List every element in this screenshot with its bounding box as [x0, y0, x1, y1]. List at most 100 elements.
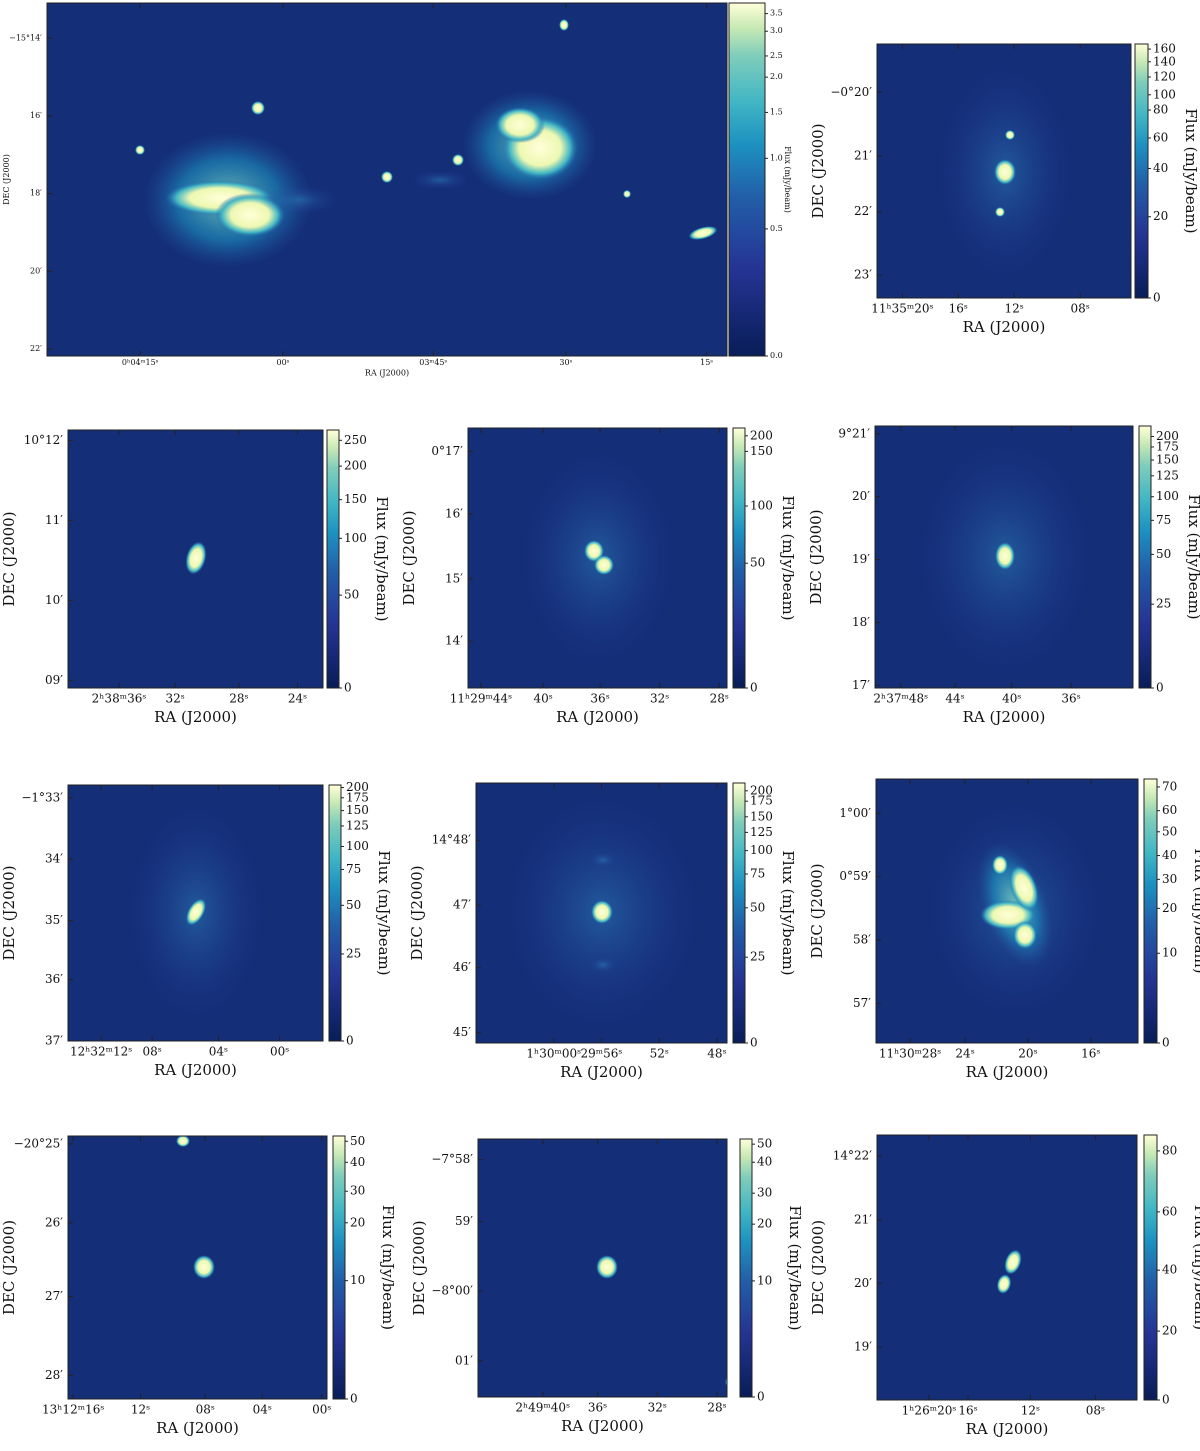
source: [1004, 1249, 1022, 1275]
source: [995, 207, 1005, 217]
x-tick-label: 40ˢ: [1002, 691, 1021, 705]
x-axis-label: RA (J2000): [365, 369, 409, 378]
x-tick-label: 16ˢ: [1081, 1046, 1100, 1060]
colorbar-tick-label: 10: [757, 1273, 772, 1287]
x-tick-label: 16ˢ: [958, 1403, 977, 1417]
colorbar-tick-label: 0: [750, 681, 758, 695]
x-tick-label: 12ʰ32ᵐ12ˢ: [70, 1044, 132, 1058]
y-axis-label: DEC (J2000): [809, 1220, 827, 1315]
colorbar-tick-label: 2.5: [770, 51, 783, 60]
source: [1005, 130, 1015, 140]
colorbar-tick-label: 150: [346, 803, 369, 817]
y-tick-label: 59′: [455, 1214, 473, 1228]
y-tick-label: 47′: [453, 898, 471, 912]
source: [995, 542, 1015, 570]
y-tick-label: 14′: [445, 634, 463, 648]
colorbar-tick-label: 0.0: [770, 351, 783, 360]
y-tick-label: 46′: [453, 960, 471, 974]
colorbar-tick-label: 125: [750, 825, 773, 839]
colorbar-tick-label: 1.5: [770, 107, 783, 116]
panel: 0°17′ 16′ 15′ 14′ 11ʰ29ᵐ44ˢ 40ˢ 36ˢ 32ˢ 28ˢ RA (J…: [400, 427, 797, 726]
radio-image: [468, 428, 727, 688]
radio-image: [877, 44, 1131, 298]
source: [185, 898, 207, 926]
x-tick-label: 52ˢ: [650, 1046, 669, 1060]
y-tick-label: 36′: [45, 972, 63, 986]
x-axis-label: RA (J2000): [560, 1063, 643, 1081]
colorbar-tick-label: 50: [757, 1137, 772, 1151]
colorbar-tick-label: 100: [1156, 489, 1179, 503]
x-tick-label: 00ˢ: [270, 1044, 289, 1058]
radio-image: [68, 1136, 327, 1399]
source: [495, 107, 545, 143]
y-tick-label: 57′: [853, 996, 871, 1010]
x-tick-label: 20ˢ: [1018, 1046, 1037, 1060]
colorbar: [728, 2, 766, 357]
colorbar-tick-label: 40: [1162, 848, 1177, 862]
panel: −7°58′ 59′ −8°00′ 01′ 2ʰ49ᵐ40ˢ 36ˢ 32ˢ 28ˢ RA (J…: [410, 1137, 804, 1435]
panel: −1°33′ 34′ 35′ 36′ 37′ 12ʰ32ᵐ12ˢ 08ˢ 04ˢ 00ˢ RA (…: [0, 780, 393, 1079]
colorbar: [732, 427, 746, 689]
x-tick-label: 36ˢ: [1061, 691, 1080, 705]
colorbar: [732, 782, 746, 1044]
y-tick-label: 28′: [45, 1368, 63, 1382]
y-tick-label: 0°59′: [839, 869, 871, 883]
colorbar-tick-label: 1.0: [770, 153, 783, 162]
colorbar-tick-label: 250: [344, 433, 367, 447]
panel: 14°48′ 47′ 46′ 45′ 1ʰ30ᵐ00ˢ 29ᵐ56ˢ 52ˢ 48ˢ RA (J…: [408, 782, 797, 1081]
colorbar-tick-label: 60: [1153, 130, 1168, 144]
x-tick-label: 03ᵐ45ˢ: [419, 358, 447, 367]
y-tick-label: 18′: [30, 189, 42, 198]
y-tick-label: 09′: [45, 673, 63, 687]
radio-image: [68, 430, 323, 688]
source: [591, 900, 613, 924]
colorbar-label: Flux (mJy/beam): [373, 496, 391, 621]
x-tick-label: 29ᵐ56ˢ: [581, 1046, 623, 1060]
colorbar-tick-label: 150: [750, 809, 773, 823]
x-axis-label: RA (J2000): [154, 1061, 237, 1079]
colorbar-tick-label: 200: [344, 459, 367, 473]
y-tick-label: −8°00′: [431, 1284, 473, 1298]
y-tick-label: 15′: [445, 571, 463, 585]
colorbar-tick-label: 10: [350, 1273, 365, 1287]
source: [410, 170, 470, 190]
colorbar-tick-label: 25: [750, 950, 765, 964]
x-tick-label: 24ˢ: [288, 691, 307, 705]
panel: −15°14′ 16′ 18′ 20′ 22′ 0ʰ04ᵐ15ˢ 00ˢ 03ᵐ45ˢ 30ˢ 1…: [2, 2, 792, 378]
colorbar-tick-label: 50: [1156, 547, 1171, 561]
y-tick-label: 14°22′: [833, 1149, 873, 1163]
y-tick-label: 10°12′: [24, 433, 64, 447]
x-tick-label: 28ˢ: [707, 1400, 726, 1414]
colorbar-tick-label: 125: [346, 818, 369, 832]
y-tick-label: 1°00′: [839, 806, 871, 820]
y-axis-label: DEC (J2000): [408, 865, 426, 960]
image-frame: [876, 1134, 1138, 1401]
y-tick-label: 35′: [45, 913, 63, 927]
panel: 1°00′ 0°59′ 58′ 57′ 11ʰ30ᵐ28ˢ 24ˢ 20ˢ 16ˢ RA (J2…: [808, 778, 1200, 1081]
colorbar-tick-label: 30: [757, 1186, 772, 1200]
colorbar-tick-label: 0: [1156, 681, 1164, 695]
y-axis-label: DEC (J2000): [410, 1220, 428, 1315]
colorbar-tick-label: 75: [1156, 513, 1171, 527]
image-frame: [67, 784, 324, 1042]
y-tick-label: 22′: [30, 344, 42, 353]
colorbar-tick-label: 175: [750, 794, 773, 808]
y-tick-label: 11′: [45, 513, 63, 527]
colorbar-tick-label: 175: [1156, 439, 1179, 453]
colorbar-tick-label: 120: [1153, 70, 1176, 84]
x-axis-label: RA (J2000): [963, 708, 1046, 726]
y-tick-label: 19′: [852, 552, 870, 566]
x-tick-label: 36ˢ: [588, 1400, 607, 1414]
colorbar-tick-label: 80: [1162, 1143, 1177, 1157]
colorbar-tick-label: 3.0: [770, 26, 783, 35]
y-tick-label: 21′: [854, 1212, 872, 1226]
y-tick-label: 26′: [45, 1215, 63, 1229]
colorbar-tick-label: 100: [344, 531, 367, 545]
source: [193, 1255, 215, 1279]
y-tick-label: −15°14′: [9, 33, 42, 42]
colorbar: [326, 429, 340, 689]
x-axis-label: RA (J2000): [966, 1063, 1049, 1081]
colorbar-tick-label: 150: [750, 444, 773, 458]
y-tick-label: 17′: [852, 678, 870, 692]
